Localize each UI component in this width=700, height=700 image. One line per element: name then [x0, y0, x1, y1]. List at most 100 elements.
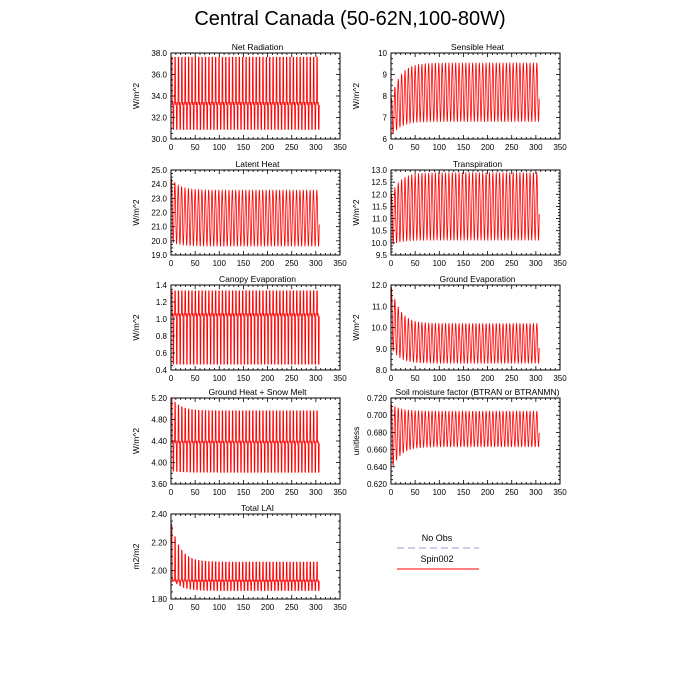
figure-title: Central Canada (50-62N,100-80W) [194, 8, 506, 30]
ground-evaporation-panel: 0 50 100 150 200 250 300 350 8.0 9.0 10.0 11.0 12.0 G… [351, 274, 567, 383]
ground-evaporation-ytick-label: 12.0 [371, 281, 387, 290]
soil-moisture-factor-xtick-label: 150 [457, 488, 471, 497]
ground-heat-panel: 0 50 100 150 200 250 300 350 3.60 4.00 4.40 4.80 5.2… [131, 387, 347, 497]
soil-moisture-factor-xtick-label: 250 [505, 488, 519, 497]
transpiration-xtick-label: 250 [505, 259, 519, 268]
ground-heat-ytick-label: 4.00 [151, 459, 167, 468]
canopy-evaporation-xtick-label: 150 [237, 374, 251, 383]
latent-heat-ytick-label: 19.0 [151, 251, 167, 260]
latent-heat-series-spin002 [171, 178, 320, 247]
net-radiation-ytick-label: 30.0 [151, 135, 167, 144]
latent-heat-xtick-label: 300 [309, 259, 323, 268]
soil-moisture-factor-title: Soil moisture factor (BTRAN or BTRANMN) [396, 387, 560, 397]
total-lai-ytick-label: 1.80 [151, 595, 167, 604]
transpiration-ytick-label: 13.0 [371, 166, 387, 175]
transpiration-xtick-label: 0 [389, 259, 394, 268]
canopy-evaporation-series-spin002 [171, 290, 320, 365]
ground-evaporation-xtick-label: 100 [433, 374, 447, 383]
sensible-heat-xtick-label: 50 [411, 143, 420, 152]
latent-heat-ytick-label: 24.0 [151, 180, 167, 189]
total-lai-xtick-label: 250 [285, 603, 299, 612]
ground-heat-xtick-label: 350 [333, 488, 347, 497]
sensible-heat-xtick-label: 350 [553, 143, 567, 152]
latent-heat-xtick-label: 350 [333, 259, 347, 268]
ground-evaporation-ytick-label: 10.0 [371, 324, 387, 333]
ground-evaporation-title: Ground Evaporation [439, 274, 515, 284]
legend-label-no-obs: No Obs [422, 533, 453, 543]
ground-evaporation-xtick-label: 0 [389, 374, 394, 383]
latent-heat-ytick-label: 25.0 [151, 166, 167, 175]
total-lai-ytick-label: 2.40 [151, 510, 167, 519]
net-radiation-xtick-label: 300 [309, 143, 323, 152]
latent-heat-ytick-label: 22.0 [151, 209, 167, 218]
latent-heat-xtick-label: 50 [191, 259, 200, 268]
ground-heat-xtick-label: 250 [285, 488, 299, 497]
sensible-heat-ytick-label: 9 [383, 71, 388, 80]
transpiration-panel: 0 50 100 150 200 250 300 350 9.5 10.0 10.5 11.0 11.5… [351, 159, 567, 268]
net-radiation-xtick-label: 350 [333, 143, 347, 152]
total-lai-xtick-label: 350 [333, 603, 347, 612]
sensible-heat-xtick-label: 200 [481, 143, 495, 152]
soil-moisture-factor-xtick-label: 50 [411, 488, 420, 497]
ground-heat-xtick-label: 0 [169, 488, 174, 497]
latent-heat-xtick-label: 200 [261, 259, 275, 268]
latent-heat-panel: 0 50 100 150 200 250 300 350 19.0 20.0 21.0 22.0 23.… [131, 159, 347, 268]
transpiration-ytick-label: 12.0 [371, 190, 387, 199]
transpiration-ylabel: W/m^2 [351, 199, 361, 225]
ground-evaporation-series-spin002 [391, 287, 540, 364]
canopy-evaporation-xtick-label: 200 [261, 374, 275, 383]
ground-evaporation-xtick-label: 50 [411, 374, 420, 383]
canopy-evaporation-ytick-label: 1.2 [156, 298, 168, 307]
transpiration-xtick-label: 350 [553, 259, 567, 268]
canopy-evaporation-xtick-label: 250 [285, 374, 299, 383]
ground-evaporation-ytick-label: 8.0 [376, 366, 388, 375]
net-radiation-xtick-label: 100 [213, 143, 227, 152]
soil-moisture-factor-xtick-label: 0 [389, 488, 394, 497]
sensible-heat-ytick-label: 7 [383, 114, 388, 123]
net-radiation-xtick-label: 250 [285, 143, 299, 152]
canopy-evaporation-xtick-label: 50 [191, 374, 200, 383]
ground-evaporation-xtick-label: 250 [505, 374, 519, 383]
soil-moisture-factor-ytick-label: 0.700 [367, 411, 388, 420]
transpiration-xtick-label: 100 [433, 259, 447, 268]
sensible-heat-xtick-label: 150 [457, 143, 471, 152]
sensible-heat-ytick-label: 8 [383, 92, 388, 101]
net-radiation-ytick-label: 34.0 [151, 92, 167, 101]
transpiration-xtick-label: 200 [481, 259, 495, 268]
sensible-heat-xtick-label: 300 [529, 143, 543, 152]
sensible-heat-xtick-label: 0 [389, 143, 394, 152]
ground-heat-xtick-label: 100 [213, 488, 227, 497]
canopy-evaporation-panel: 0 50 100 150 200 250 300 350 0.4 0.6 0.8 1.0 1.2 1.4 C… [131, 274, 347, 383]
ground-heat-ytick-label: 5.20 [151, 394, 167, 403]
canopy-evaporation-ytick-label: 1.0 [156, 315, 168, 324]
latent-heat-xtick-label: 250 [285, 259, 299, 268]
latent-heat-ytick-label: 23.0 [151, 194, 167, 203]
total-lai-panel: 0 50 100 150 200 250 300 350 1.80 2.00 2.20 2.40 Tot… [131, 503, 347, 612]
ground-evaporation-ytick-label: 9.0 [376, 345, 388, 354]
ground-heat-ylabel: W/m^2 [131, 428, 141, 454]
transpiration-series-spin002 [391, 172, 540, 245]
transpiration-title: Transpiration [453, 159, 503, 169]
soil-moisture-factor-xtick-label: 100 [433, 488, 447, 497]
net-radiation-xtick-label: 50 [191, 143, 200, 152]
ground-evaporation-xtick-label: 300 [529, 374, 543, 383]
net-radiation-series-spin002 [171, 56, 320, 130]
ground-evaporation-ylabel: W/m^2 [351, 314, 361, 340]
ground-evaporation-xtick-label: 200 [481, 374, 495, 383]
ground-heat-xtick-label: 200 [261, 488, 275, 497]
soil-moisture-factor-xtick-label: 200 [481, 488, 495, 497]
canopy-evaporation-xtick-label: 100 [213, 374, 227, 383]
net-radiation-ytick-label: 38.0 [151, 49, 167, 58]
latent-heat-ytick-label: 20.0 [151, 237, 167, 246]
latent-heat-ylabel: W/m^2 [131, 199, 141, 225]
total-lai-ytick-label: 2.20 [151, 538, 167, 547]
sensible-heat-ylabel: W/m^2 [351, 83, 361, 109]
transpiration-ytick-label: 10.5 [371, 227, 387, 236]
canopy-evaporation-xtick-label: 300 [309, 374, 323, 383]
canopy-evaporation-ytick-label: 0.8 [156, 332, 168, 341]
sensible-heat-title: Sensible Heat [451, 42, 505, 52]
soil-moisture-factor-ytick-label: 0.720 [367, 394, 388, 403]
latent-heat-title: Latent Heat [236, 159, 281, 169]
latent-heat-xtick-label: 0 [169, 259, 174, 268]
net-radiation-panel: 0 50 100 150 200 250 300 350 30.0 32.0 34.0 36.0 38.… [131, 42, 347, 152]
